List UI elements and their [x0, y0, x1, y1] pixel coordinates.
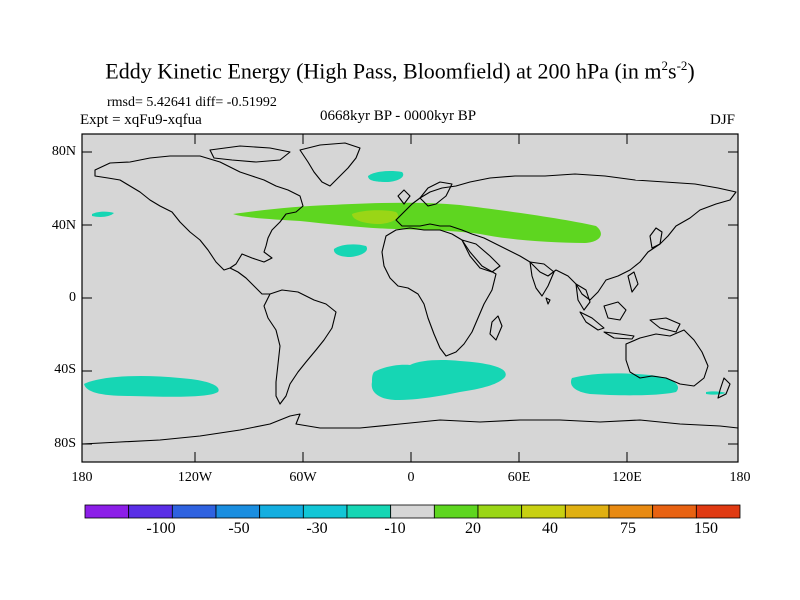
- colorbar-label: 20: [465, 520, 481, 537]
- coast-central-america: [229, 267, 270, 295]
- coast-india: [529, 261, 555, 297]
- coast-eurasia: [395, 173, 737, 301]
- experiment-label: Expt = xqFu9-xqfua: [80, 112, 202, 128]
- anomaly-region-south-atlantic-indian: [371, 360, 506, 400]
- anomaly-region-southern-ocean-east: [570, 373, 679, 396]
- coast-java: [603, 331, 635, 340]
- lon-label-0: 0: [407, 470, 415, 485]
- colorbar-box: [215, 504, 261, 519]
- coast-scandinavia: [419, 181, 453, 207]
- anomaly-region-pacific-north: [92, 211, 114, 217]
- colorbar-box: [302, 504, 348, 519]
- anomaly-region-eurasia-jet: [233, 202, 601, 243]
- coast-australia: [625, 329, 709, 387]
- colorbar-box: [390, 504, 435, 519]
- colorbar-box: [346, 504, 392, 519]
- coast-sumatra: [579, 311, 605, 331]
- coast-antarctica: [82, 413, 738, 445]
- colorbar-box: [128, 504, 173, 519]
- colorbar-box: [695, 504, 741, 519]
- lat-label-40s: 40S: [54, 362, 76, 377]
- lon-ticks: [194, 134, 628, 462]
- colorbar-label: -50: [228, 520, 250, 537]
- colorbar-label: 75: [620, 520, 636, 537]
- lon-label-60w: 60W: [289, 470, 317, 485]
- colorbar-box: [608, 504, 654, 519]
- anomaly-region-south-pacific: [84, 376, 219, 397]
- lat-label-40n: 40N: [51, 218, 76, 233]
- coast-south-america: [263, 289, 337, 405]
- coast-indochina: [575, 283, 591, 311]
- colorbar-label: -100: [146, 520, 176, 537]
- anomaly-region-tasman-small: [706, 391, 726, 395]
- season-label: DJF: [710, 112, 736, 128]
- colorbar-box: [521, 504, 566, 519]
- map-background: [82, 134, 738, 462]
- colorbar-box: [433, 504, 479, 519]
- coast-new-guinea: [649, 317, 681, 333]
- coast-arctic-islands: [209, 145, 291, 163]
- lon-label-60e: 60E: [507, 470, 531, 485]
- colorbar-box: [564, 504, 610, 519]
- anomaly-region-subtropical-atlantic: [333, 244, 368, 257]
- coast-arabia: [461, 239, 501, 273]
- coast-new-zealand: [717, 377, 731, 399]
- coast-madagascar: [489, 315, 503, 341]
- coast-africa: [381, 227, 497, 357]
- coast-greenland: [299, 142, 361, 187]
- coast-sri-lanka: [545, 297, 551, 305]
- coast-philippines: [627, 271, 639, 293]
- colorbar-box: [652, 504, 697, 519]
- lat-label-80s: 80S: [54, 436, 76, 451]
- lon-label-120w: 120W: [177, 470, 213, 485]
- lat-ticks: [82, 151, 738, 445]
- colorbar-label: -10: [384, 520, 406, 537]
- colorbar-box: [171, 504, 217, 519]
- coast-japan: [649, 227, 663, 249]
- colorbar: [84, 504, 741, 519]
- anomaly-shading: [84, 171, 726, 400]
- coastlines: [82, 142, 738, 445]
- anomaly-region-north-atlantic-small: [368, 171, 404, 182]
- lon-label-180w: 180: [71, 470, 93, 485]
- coast-borneo: [603, 301, 627, 321]
- lon-label-180e: 180: [729, 470, 751, 485]
- anomaly-region-atlantic-core: [352, 210, 399, 224]
- lat-label-80n: 80N: [51, 144, 76, 159]
- coast-british-isles: [397, 189, 411, 205]
- stats-label: rmsd= 5.42641 diff= -0.51992: [107, 95, 277, 110]
- period-label: 0668kyr BP - 0000kyr BP: [320, 108, 477, 124]
- colorbar-label: 40: [542, 520, 558, 537]
- colorbar-box: [477, 504, 523, 519]
- colorbar-box: [259, 504, 304, 519]
- map-title: Eddy Kinetic Energy (High Pass, Bloomfie…: [105, 58, 695, 84]
- lat-label-0: 0: [69, 290, 76, 305]
- colorbar-label: -30: [306, 520, 328, 537]
- colorbar-box: [84, 504, 130, 519]
- lon-label-120e: 120E: [612, 470, 642, 485]
- colorbar-label: 150: [694, 520, 718, 537]
- coast-north-america: [94, 155, 304, 271]
